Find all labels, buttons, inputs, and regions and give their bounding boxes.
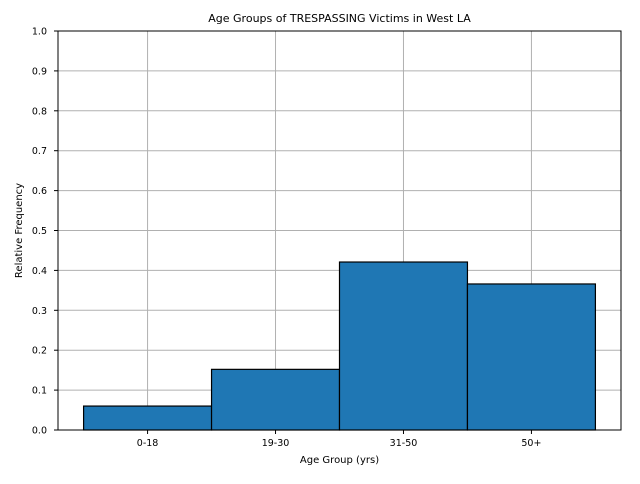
ticks: 0.0 0.1 0.2 0.3 0.4 0.5 0.6 0.7 0.8 0.9 1.0 0-18 19-… xyxy=(32,27,542,450)
x-tick-label: 31-50 xyxy=(390,438,418,449)
y-tick-label: 0.3 xyxy=(32,306,47,317)
y-tick-label: 0.0 xyxy=(32,426,47,437)
x-tick-label: 50+ xyxy=(521,438,541,449)
y-tick-label: 1.0 xyxy=(32,27,47,38)
y-tick-label: 0.1 xyxy=(32,386,47,397)
bars xyxy=(82,261,597,431)
y-tick-label: 0.9 xyxy=(32,66,47,77)
y-tick-label: 0.4 xyxy=(32,266,47,277)
y-tick-label: 0.7 xyxy=(32,146,47,157)
y-tick-label: 0.5 xyxy=(32,226,47,237)
x-tick-label: 19-30 xyxy=(262,438,290,449)
y-tick-label: 0.8 xyxy=(32,106,47,117)
bar-50+ xyxy=(466,283,597,431)
y-tick-label: 0.6 xyxy=(32,186,47,197)
bar-19-30 xyxy=(210,368,341,431)
x-tick-label: 0-18 xyxy=(137,438,159,449)
bar-0-18 xyxy=(82,405,213,431)
y-axis-label: Relative Frequency xyxy=(14,183,25,278)
bar-31-50 xyxy=(338,261,469,431)
y-tick-label: 0.2 xyxy=(32,346,47,357)
chart-title: Age Groups of TRESPASSING Victims in Wes… xyxy=(208,12,471,25)
x-axis-label: Age Group (yrs) xyxy=(300,455,379,466)
